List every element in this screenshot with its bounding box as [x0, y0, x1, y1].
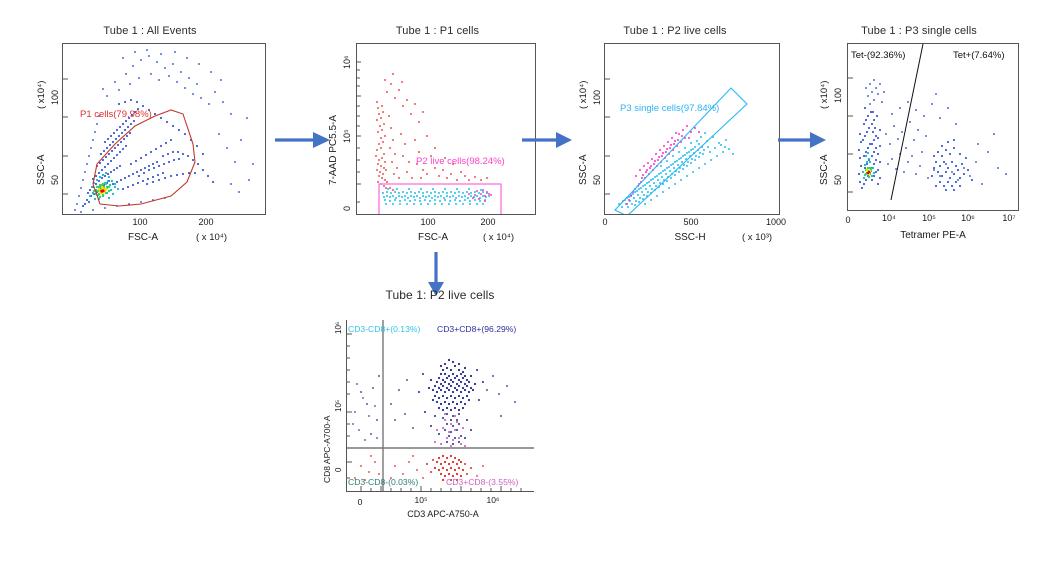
y-axis-title-7aad: 7-AAD PC5.5-A	[328, 114, 339, 185]
x-tick-label-1000-p3: 1000	[765, 217, 787, 227]
x-tick-label-1e5-p5: 10⁵	[414, 495, 428, 505]
event-dots-magenta-p2	[468, 189, 492, 202]
x-axis-title-tetramer-pe-a: Tetramer PE-A	[900, 230, 966, 241]
y-tick-label-100-p1: 100	[50, 89, 60, 105]
arrow-p2live-to-cd3cd8	[424, 252, 448, 296]
y-axis-title-cd8: CD8 APC-A700-A	[322, 415, 332, 483]
y-tick-label-50-p1: 50	[50, 174, 60, 185]
quadrant-label-cd3pos-cd8neg: CD3+CD8-(3.55%)	[446, 477, 519, 487]
plot-area-p3-single-cells[interactable]	[847, 43, 1019, 211]
x-axis-multiplier-p2: ( x 10⁴)	[483, 232, 515, 243]
y-tick-label-0-p5: 0	[334, 467, 343, 472]
y-tick-label-1e6-p2: 10⁶	[342, 55, 352, 69]
x-tick-label-1e4-p4: 10⁴	[882, 213, 896, 223]
x-tick-label-200-p1: 200	[198, 217, 214, 227]
panel-p2-live-cells: Tube 1 : P2 live cells SSC-A ( x10⁴) 100…	[560, 25, 790, 255]
x-axis-multiplier-p3: ( x 10³)	[742, 232, 773, 243]
y-tick-label-100-p3: 100	[592, 89, 602, 105]
y-axis-multiplier-p4: ( x10⁴)	[819, 80, 830, 109]
event-dots-live-p2	[382, 188, 490, 205]
gate-divider-tetramer	[890, 44, 924, 201]
gate-polygon-p1	[92, 109, 196, 207]
x-axis-title-fsc-a-p2: FSC-A	[418, 232, 448, 243]
event-dots-tetramer	[858, 79, 1007, 191]
plot-title-cd3-cd8: Tube 1: P2 live cells	[385, 288, 495, 302]
panel-all-events: Tube 1 : All Events SSC-A ( x10⁴) 100 50	[20, 25, 280, 255]
panel-p3-single-cells: Tube 1 : P3 single cells SSC-A ( x10⁴) 1…	[805, 25, 1033, 255]
plot-title-p3-single-cells: Tube 1 : P3 single cells	[861, 25, 977, 37]
y-axis-title-ssc-a-p4: SSC-A	[819, 154, 830, 185]
y-axis-multiplier-p3: ( x10⁴)	[578, 80, 589, 109]
x-tick-label-0-p3: 0	[602, 217, 608, 227]
y-tick-label-0-p2: 0	[342, 205, 352, 211]
quadrant-label-cd3neg-cd8neg: CD3-CD8-(0.03%)	[348, 477, 419, 487]
panel-p1-cells: Tube 1 : P1 cells 7-AAD PC5.5-A 10⁶ 10⁵ …	[320, 25, 555, 255]
gate-rect-p2	[378, 183, 502, 214]
arrow-p2live-to-p3single	[778, 128, 826, 152]
y-tick-label-50-p4: 50	[833, 174, 843, 185]
y-tick-label-1e6-p5: 10⁶	[334, 321, 343, 334]
x-tick-label-100-p1: 100	[132, 217, 148, 227]
x-axis-multiplier-p1: ( x 10⁴)	[196, 232, 228, 243]
plot-area-cd3-cd8[interactable]	[346, 320, 534, 492]
plot-area-all-events[interactable]	[62, 43, 266, 215]
event-dots-p1-cells	[375, 73, 488, 191]
y-tick-label-1e5-p5: 10⁵	[334, 399, 343, 412]
event-dots-cd3-cd8	[352, 358, 516, 482]
y-axis-title-ssc-a-p3: SSC-A	[578, 154, 589, 185]
x-axis-title-cd3: CD3 APC-A750-A	[407, 509, 479, 519]
gate-polygon-p3	[614, 87, 748, 214]
arrow-p1cells-to-p2live	[522, 128, 572, 152]
x-tick-label-0-p4: 0	[845, 215, 851, 225]
panel-cd3-cd8: Tube 1: P2 live cells CD8 APC-A700-A 10⁶…	[320, 288, 560, 538]
y-tick-label-100-p4: 100	[833, 87, 843, 103]
plot-title-all-events: Tube 1 : All Events	[103, 25, 197, 37]
arrow-allevents-to-p1cells	[275, 128, 330, 152]
x-tick-label-200-p2: 200	[480, 217, 496, 227]
x-axis-title-fsc-a-p1: FSC-A	[128, 232, 158, 243]
x-tick-label-1e5-p4: 10⁵	[922, 213, 936, 223]
quadrant-label-cd3pos-cd8pos: CD3+CD8+(96.29%)	[437, 324, 517, 334]
x-tick-label-0-p5: 0	[357, 497, 363, 507]
plot-area-p1-cells[interactable]	[356, 43, 536, 215]
plot-area-p2-live-cells[interactable]	[604, 43, 780, 215]
x-axis-title-ssc-h: SSC-H	[674, 232, 706, 243]
x-tick-label-1e6-p5: 10⁶	[486, 495, 500, 505]
y-tick-label-50-p3: 50	[592, 174, 602, 185]
y-tick-label-1e5-p2: 10⁵	[342, 129, 352, 143]
plot-title-p2-live-cells: Tube 1 : P2 live cells	[623, 25, 727, 37]
y-axis-title-ssc-a: SSC-A	[36, 154, 47, 185]
event-dots-all-events	[74, 49, 254, 213]
quadrant-label-cd3neg-cd8pos: CD3-CD8+(0.13%)	[348, 324, 421, 334]
plot-title-p1-cells: Tube 1 : P1 cells	[395, 25, 480, 37]
x-tick-label-1e7-p4: 10⁷	[1002, 213, 1016, 223]
x-tick-label-500-p3: 500	[683, 217, 699, 227]
x-tick-label-100-p2: 100	[420, 217, 436, 227]
x-tick-label-1e6-p4: 10⁶	[961, 213, 975, 223]
y-axis-multiplier-p1: ( x10⁴)	[36, 80, 47, 109]
